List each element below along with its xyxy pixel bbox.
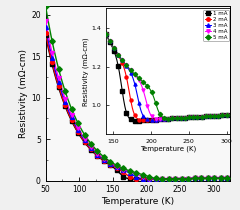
Y-axis label: Resistivity (mΩ-cm): Resistivity (mΩ-cm) (83, 37, 90, 106)
Y-axis label: Resistivity (mΩ-cm): Resistivity (mΩ-cm) (19, 49, 28, 138)
X-axis label: Temperature (K): Temperature (K) (140, 146, 196, 152)
X-axis label: Temperature (K): Temperature (K) (102, 197, 174, 206)
Legend: 1 mA, 2 mA, 3 mA, 4 mA, 5 mA: 1 mA, 2 mA, 3 mA, 4 mA, 5 mA (203, 9, 229, 41)
